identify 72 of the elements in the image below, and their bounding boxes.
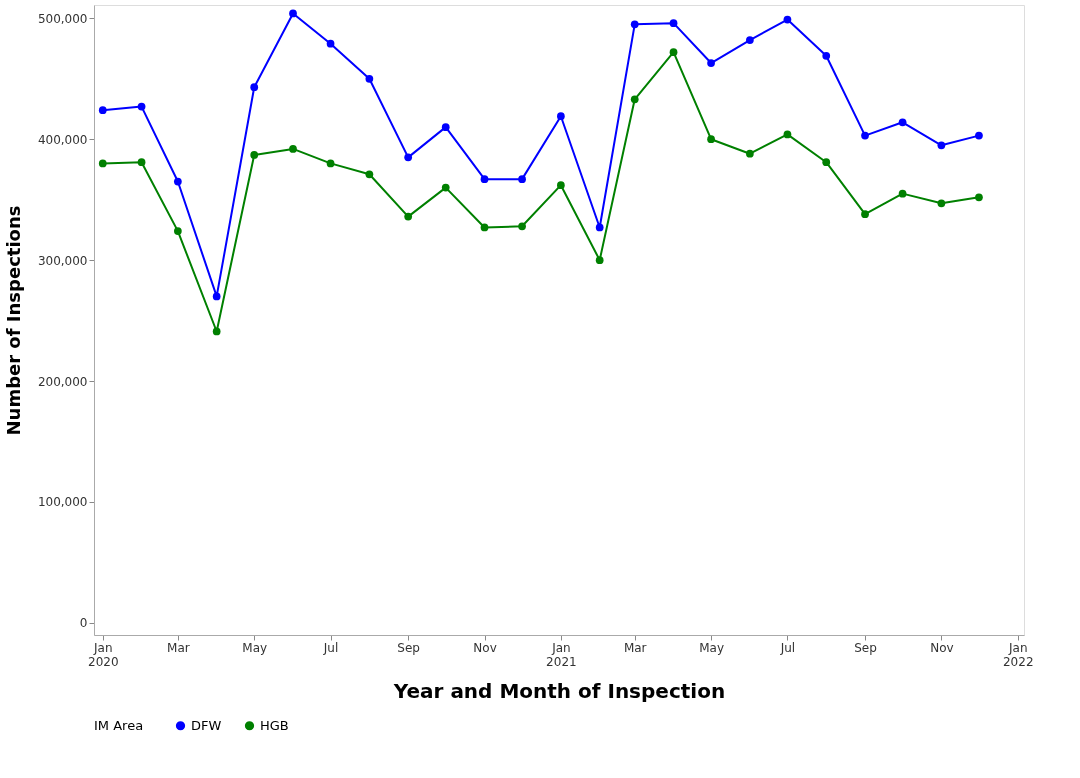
point	[212, 292, 221, 301]
x-tick-label: Sep	[854, 640, 877, 655]
point	[137, 158, 146, 167]
y-tick-label: 200,000	[37, 374, 88, 389]
y-tick-label: 0	[79, 616, 88, 631]
point	[861, 210, 869, 219]
legend-label: HGB	[260, 717, 289, 733]
point	[441, 183, 450, 192]
x-tick-label: May	[699, 640, 724, 655]
y-tick-label: 300,000	[37, 253, 88, 268]
point	[975, 193, 983, 202]
point	[630, 20, 639, 29]
x-tick-label: Jan 2020	[87, 640, 119, 669]
point	[289, 9, 297, 18]
point	[365, 74, 374, 83]
y-tick-label: 400,000	[37, 132, 88, 147]
point	[98, 159, 107, 168]
point	[937, 199, 946, 208]
x-tick-label: Sep	[397, 640, 420, 655]
point	[137, 102, 146, 111]
point	[441, 123, 450, 131]
point	[173, 227, 182, 235]
point	[480, 223, 489, 232]
point	[404, 212, 413, 221]
x-tick-label: Mar	[167, 640, 190, 655]
point	[212, 327, 221, 336]
x-tick-label: Nov	[930, 640, 954, 655]
point	[746, 149, 754, 158]
point	[937, 141, 946, 150]
point	[975, 131, 983, 140]
x-tick-label: Mar	[623, 640, 647, 655]
point	[98, 106, 107, 115]
point	[669, 48, 678, 57]
point	[669, 19, 678, 27]
x-tick-label: Jan 2021	[546, 640, 577, 669]
legend-title: IM Area	[94, 718, 144, 733]
x-tick-label: Jul	[322, 640, 339, 655]
point	[289, 145, 297, 153]
point	[822, 51, 831, 60]
point	[783, 15, 792, 24]
point	[630, 95, 639, 104]
point	[557, 181, 565, 190]
point	[326, 159, 335, 168]
x-axis-title: Year and Month of Inspection	[392, 678, 726, 703]
point	[595, 256, 604, 265]
point	[518, 222, 526, 231]
point	[173, 177, 182, 186]
x-tick-label: Jul	[779, 640, 796, 655]
point	[557, 112, 565, 121]
point	[707, 135, 715, 144]
point	[404, 153, 413, 162]
x-tick-label: May	[242, 640, 268, 655]
point	[783, 130, 792, 139]
point	[861, 131, 869, 140]
x-tick-label: Jan 2022	[1002, 640, 1034, 669]
point	[822, 158, 831, 167]
point	[480, 175, 489, 183]
point	[595, 223, 604, 232]
point	[518, 175, 526, 183]
point	[250, 151, 259, 159]
point	[326, 39, 335, 48]
x-tick-label: Nov	[473, 640, 497, 655]
point	[365, 170, 374, 179]
point	[746, 36, 754, 44]
point	[707, 59, 715, 67]
legend-label: DFW	[191, 717, 222, 733]
y-tick-label: 500,000	[37, 11, 88, 26]
point	[250, 83, 259, 92]
point	[898, 118, 907, 127]
y-tick-label: 100,000	[37, 495, 88, 510]
point	[898, 189, 907, 198]
y-axis-title: Number of Inspections	[2, 205, 24, 436]
